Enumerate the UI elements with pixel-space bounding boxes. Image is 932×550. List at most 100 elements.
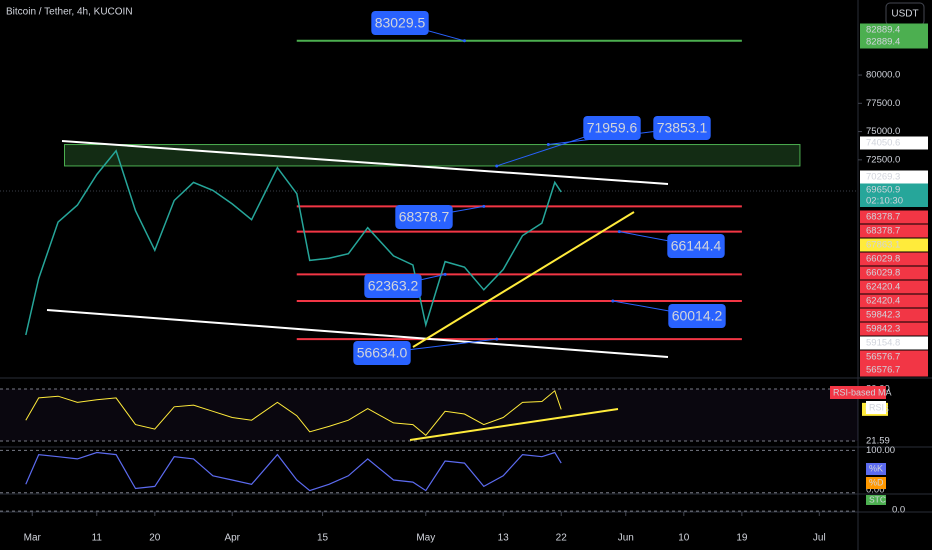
callout-label: 73853.1 [657, 120, 708, 136]
price-badge [860, 280, 928, 294]
callout-box [395, 205, 453, 229]
legend-label: RSI [869, 402, 884, 412]
x-tick-label: 22 [556, 533, 568, 544]
price-badge [860, 336, 928, 350]
rsi-tick-label: 21.59 [866, 436, 890, 447]
price-badge-label: 62420.4 [866, 296, 900, 307]
legend-label: STC [869, 494, 886, 504]
countdown-label: 02:10:30 [866, 196, 903, 207]
price-badge-label: 68378.7 [866, 212, 900, 223]
price-badge-label: 74050.6 [866, 138, 900, 149]
y-tick-label: 72500.0 [866, 154, 900, 165]
legend-badge [866, 463, 886, 475]
legend-label: RSI-based MA [833, 387, 892, 397]
stc-tick-label: 0.0 [892, 505, 905, 516]
price-badge [860, 224, 928, 238]
callout-anchor [495, 337, 499, 341]
countdown-badge [860, 195, 928, 207]
price-badge-label: 59842.3 [866, 324, 900, 335]
x-tick-label: 13 [498, 533, 510, 544]
trendline [409, 408, 619, 441]
legend-badge [866, 477, 886, 489]
callout-label: 56634.0 [357, 345, 408, 361]
callout-label: 68378.7 [399, 209, 450, 225]
callout-box [653, 116, 711, 140]
price-badge-label: 56576.7 [866, 365, 900, 376]
callout-label: 66144.4 [671, 238, 722, 254]
currency-button-label[interactable]: USDT [891, 9, 918, 20]
price-badge-label: 69650.9 [866, 185, 900, 196]
x-tick-label: Mar [24, 533, 42, 544]
price-badge [860, 210, 928, 224]
callout-anchor [546, 143, 550, 147]
callout-box [364, 274, 422, 298]
callout-anchor [482, 204, 486, 208]
x-tick-label: Jul [813, 533, 826, 544]
trendline [46, 309, 669, 358]
price-badge-label: 70269.3 [866, 172, 900, 183]
callout-label: 71959.6 [587, 120, 638, 136]
price-badge-label: 68378.7 [866, 226, 900, 237]
callout-box [668, 304, 726, 328]
x-tick-label: 15 [317, 533, 329, 544]
price-badge [860, 266, 928, 280]
price-badge [860, 35, 928, 49]
price-badge [860, 252, 928, 266]
price-badge-label: 66029.8 [866, 254, 900, 265]
price-badge [860, 23, 928, 37]
stoch-tick-label: 0.00 [866, 485, 885, 496]
legend-badge [866, 401, 886, 414]
price-badge [860, 238, 928, 252]
callout-box [667, 234, 725, 258]
overlay: 83029.5 71959.6 73853.1 68378.7 66144.4 62363… [353, 11, 726, 365]
callout-anchor [617, 230, 621, 234]
price-badge [860, 363, 928, 377]
price-line [25, 149, 562, 336]
stoch-tick-label: 100.00 [866, 445, 895, 456]
price-badge [860, 136, 928, 150]
price-badge-label: 59154.8 [866, 338, 900, 349]
stoch-line [25, 451, 562, 492]
trendline [412, 211, 635, 348]
callout-label: 60014.2 [672, 308, 723, 324]
price-badge [860, 350, 928, 364]
trendline [61, 140, 669, 185]
x-tick-label: May [416, 533, 435, 544]
price-badge [860, 294, 928, 308]
rsi-band [0, 389, 858, 442]
y-tick-label: 80000.0 [866, 70, 900, 81]
callout-anchor [495, 164, 499, 168]
callout-box [583, 116, 641, 140]
price-badge-label: 82889.4 [866, 37, 900, 48]
x-tick-label: Jun [618, 533, 634, 544]
price-badge [860, 183, 928, 197]
legend-label: %K [869, 463, 883, 473]
price-badge-label: 62420.4 [866, 282, 900, 293]
callout-anchor [611, 299, 615, 303]
price-badge [860, 322, 928, 336]
price-badge-label: 67863.1 [866, 240, 900, 251]
price-badge-label: 56576.7 [866, 352, 900, 363]
callout-box [371, 11, 429, 35]
x-tick-label: Apr [224, 533, 240, 544]
x-tick-label: 11 [92, 533, 103, 544]
price-badge-label: 66029.8 [866, 268, 900, 279]
price-badge [860, 308, 928, 322]
legend-badge [866, 495, 886, 505]
x-tick-label: 20 [149, 533, 161, 544]
price-badge-label: 59842.3 [866, 310, 900, 321]
zone [64, 144, 801, 167]
legend-badge [830, 386, 886, 399]
price-badge [860, 170, 928, 184]
legend-label: %D [869, 477, 884, 487]
y-tick-label: 77500.0 [866, 98, 900, 109]
callout-anchor [462, 39, 466, 43]
x-tick-label: 19 [736, 533, 748, 544]
x-tick-label: 10 [678, 533, 690, 544]
callout-box [353, 341, 411, 365]
rsi-line [25, 389, 562, 437]
chart-title: Bitcoin / Tether, 4h, KUCOIN [6, 7, 133, 18]
plot [0, 39, 862, 516]
y-tick-label: 75000.0 [866, 126, 900, 137]
